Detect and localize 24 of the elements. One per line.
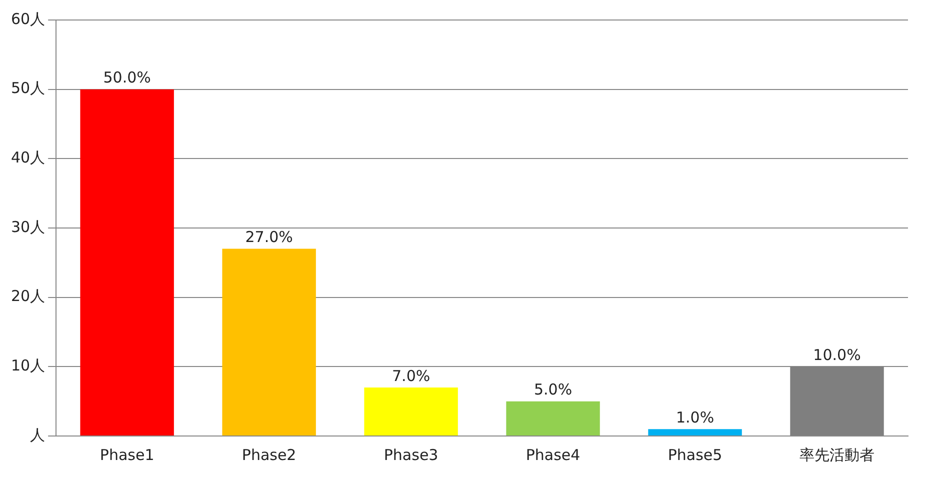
data-label: 1.0%: [676, 408, 714, 426]
x-tick-label: Phase1: [100, 446, 154, 464]
data-label: 50.0%: [103, 68, 151, 87]
x-tick-label: 率先活動者: [800, 446, 875, 464]
y-tick-label: 30人: [10, 218, 46, 236]
y-tick-label: 40人: [10, 148, 46, 167]
data-label: 10.0%: [813, 346, 861, 364]
bar: [506, 401, 600, 436]
x-tick-label: Phase5: [668, 446, 722, 464]
bar: [222, 248, 316, 436]
y-tick-label: 10人: [10, 356, 46, 375]
data-label: 27.0%: [245, 228, 293, 246]
x-tick-label: Phase3: [384, 446, 438, 464]
x-tick-label: Phase4: [526, 446, 580, 464]
y-tick-label: 50人: [10, 79, 46, 98]
bar: [80, 89, 174, 436]
y-tick-label: 60人: [10, 10, 46, 28]
y-tick-label: 20人: [10, 287, 46, 306]
data-label: 5.0%: [534, 380, 572, 399]
bar: [648, 429, 742, 436]
data-label: 7.0%: [392, 366, 430, 385]
x-tick-label: Phase2: [242, 446, 296, 464]
bar: [364, 387, 458, 436]
y-tick-label: 人: [30, 426, 46, 444]
